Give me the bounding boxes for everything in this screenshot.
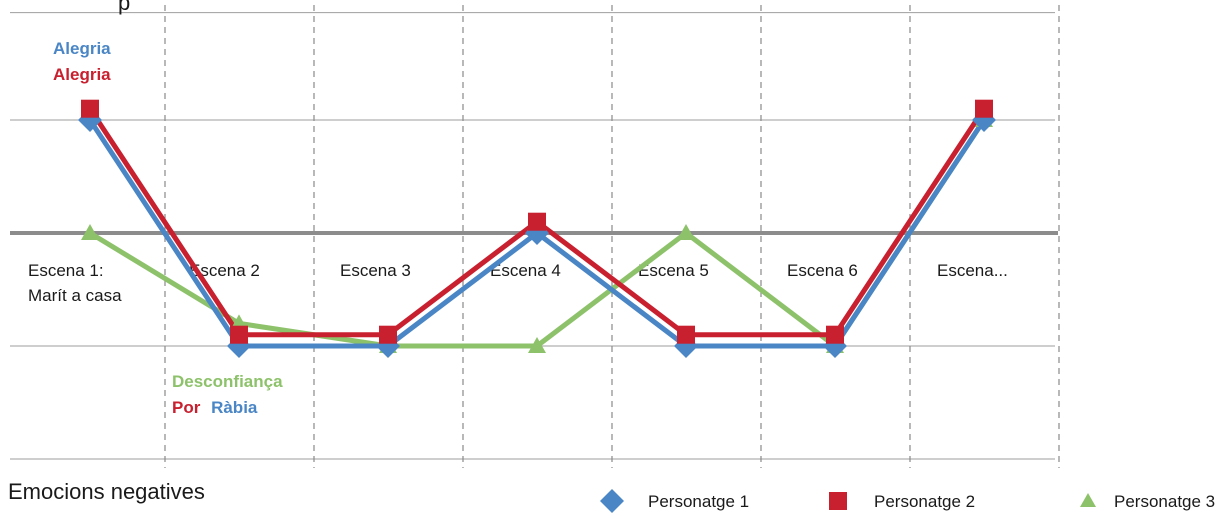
- annotation-alegria-2: Alegria: [53, 65, 111, 84]
- scene-label-3: Escena 3: [340, 261, 411, 280]
- annotation-desconfianca: Desconfiança: [172, 372, 283, 391]
- point-series2-7: [975, 99, 993, 118]
- scene-label-2: Escena 2: [189, 261, 260, 280]
- legend-label-3: Personatge 3: [1114, 492, 1215, 511]
- point-series2-2: [230, 325, 248, 344]
- scene-label-5: Escena 5: [638, 261, 709, 280]
- emocions-negatives-label: Emocions negatives: [8, 479, 205, 504]
- legend: Personatge 1 Personatge 2 Personatge 3: [600, 489, 1215, 513]
- point-series2-5: [677, 325, 695, 344]
- annotation-por-rabia: Por Ràbia: [172, 398, 258, 417]
- legend-marker-1: [600, 489, 624, 513]
- legend-label-1: Personatge 1: [648, 492, 749, 511]
- scene-label-1-line2: Marít a casa: [28, 286, 122, 305]
- top-label-partial: p: [118, 0, 130, 15]
- scene-label-4: Escena 4: [490, 261, 561, 280]
- scene-label-1: Escena 1:: [28, 261, 104, 280]
- point-series2-3: [379, 325, 397, 344]
- point-series3-5: [677, 224, 695, 240]
- scene-labels: Escena 1: Marít a casa Escena 2 Escena 3 Esc…: [28, 261, 1008, 305]
- point-series2-4: [528, 212, 546, 231]
- annotation-rabia: Ràbia: [211, 398, 258, 417]
- legend-label-2: Personatge 2: [874, 492, 975, 511]
- scene-label-6: Escena 6: [787, 261, 858, 280]
- point-series2-6: [826, 325, 844, 344]
- legend-marker-3: [1080, 493, 1096, 507]
- scene-label-7: Escena...: [937, 261, 1008, 280]
- annotation-por: Por: [172, 398, 201, 417]
- point-series3-1: [81, 224, 99, 240]
- point-series3-4: [528, 337, 546, 353]
- legend-marker-2: [829, 492, 847, 510]
- series-markers: [78, 99, 996, 358]
- point-series2-1: [81, 99, 99, 118]
- annotation-alegria-1: Alegria: [53, 39, 111, 58]
